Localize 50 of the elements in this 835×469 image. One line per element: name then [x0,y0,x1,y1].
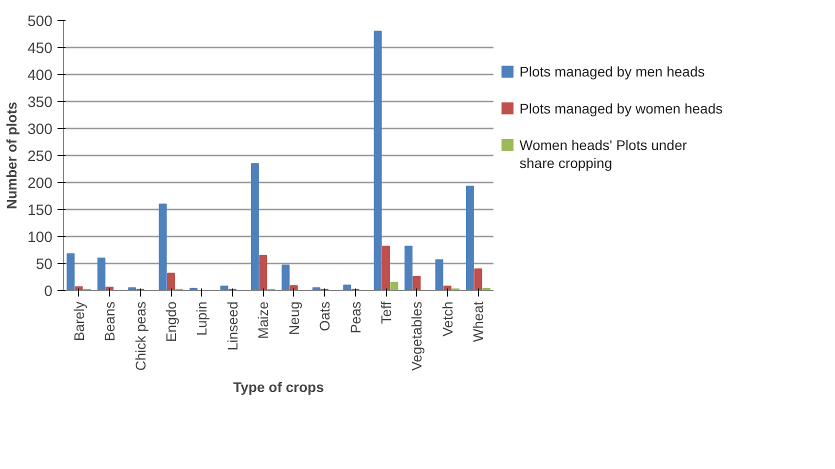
x-tick-label: Lupin [194,301,210,336]
bar [404,246,413,290]
bar [382,246,390,290]
bar [220,286,228,290]
bar [259,254,268,290]
x-tick-label: Teff [378,301,394,324]
bar [66,253,75,290]
bar [282,264,290,290]
y-tick-label: 50 [36,256,53,273]
x-tick-label: Chick peas [132,301,148,371]
y-tick-label: 200 [27,175,53,192]
x-axis-title: Type of crops [233,378,324,395]
x-tick-label: Vetch [439,301,456,337]
y-tick-label: 0 [44,283,52,300]
bar [466,186,474,290]
y-tick-label: 250 [27,148,53,165]
x-tick-label: Maize [255,301,272,339]
bar [97,258,106,290]
bar [158,204,167,290]
x-tick-label: Beans [102,301,118,342]
bar [474,268,482,290]
y-tick-label: 100 [27,229,53,246]
legend-label: Women heads' Plots under share cropping [520,136,688,171]
x-tick-label: Linseed [224,301,240,351]
legend-label: Plots managed by women heads [520,100,723,116]
y-tick-label: 450 [27,40,53,57]
y-tick-label: 500 [27,13,53,30]
legend-label: Plots managed by men heads [520,64,705,80]
y-tick-label: 150 [27,202,53,219]
x-tick-label: Peas [347,301,364,334]
bar [290,285,298,290]
bar [250,163,259,290]
bar [443,286,452,290]
x-tick-label: Barely [70,301,87,342]
bar [343,284,352,290]
y-tick-label: 350 [27,94,53,111]
y-tick-label: 400 [27,67,53,84]
y-axis-title: Number of plots [3,102,20,210]
bar [374,30,382,290]
bar [412,276,421,290]
bar [435,259,444,290]
x-tick-label: Vegetables [408,301,425,371]
x-tick-label: Neug [286,302,302,335]
x-tick-label: Engdo [163,301,179,342]
y-tick-label: 300 [27,121,53,138]
x-tick-label: Wheat [470,301,486,342]
bar [167,272,175,290]
bar [74,286,83,290]
x-tick-label: Oats [316,301,333,332]
bar [390,282,398,290]
